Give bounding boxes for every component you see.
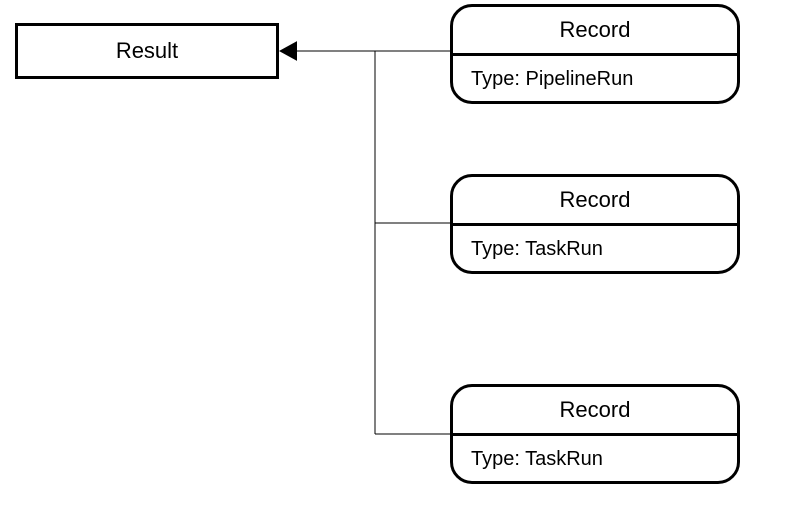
result-label: Result	[116, 38, 178, 64]
record-box: RecordType: TaskRun	[450, 174, 740, 274]
record-type: Type: PipelineRun	[453, 56, 737, 103]
result-box: Result	[15, 23, 279, 79]
record-box: RecordType: PipelineRun	[450, 4, 740, 104]
record-title: Record	[453, 7, 737, 53]
record-title: Record	[453, 387, 737, 433]
record-type: Type: TaskRun	[453, 226, 737, 273]
record-type: Type: TaskRun	[453, 436, 737, 483]
record-box: RecordType: TaskRun	[450, 384, 740, 484]
record-title: Record	[453, 177, 737, 223]
